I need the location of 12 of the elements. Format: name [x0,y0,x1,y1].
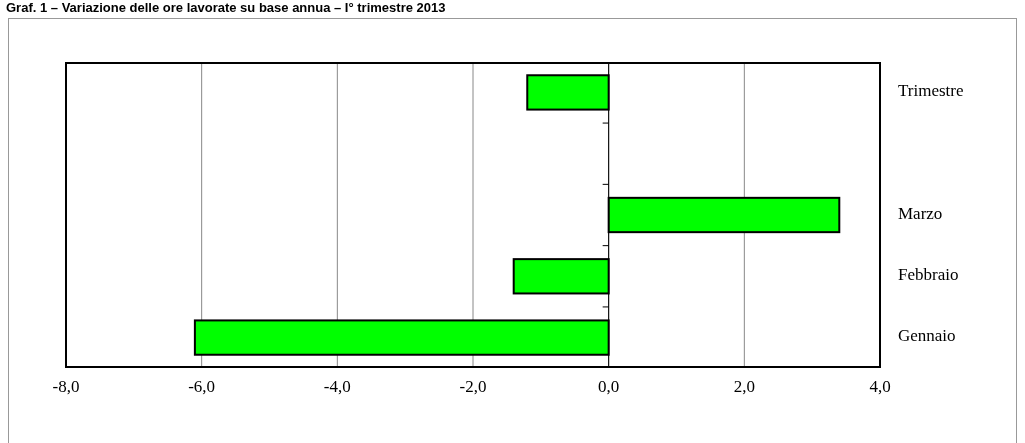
x-tick-label: -4,0 [323,377,351,396]
y-tick-label: Marzo [898,203,943,223]
x-tick-label: -6,0 [188,377,216,396]
x-tick-label: 4,0 [869,377,891,396]
y-tick-label: Febbraio [898,265,959,285]
x-tick-label: 0,0 [598,377,620,396]
y-tick-label: Trimestre [898,81,964,101]
x-tick-label: 2,0 [733,377,755,396]
x-tick-label: -8,0 [52,377,80,396]
x-tick-label: -2,0 [459,377,487,396]
y-tick-label: Gennaio [898,326,956,346]
chart-title: Graf. 1 – Variazione delle ore lavorate su base annua – I° trimestre 2013 [6,0,446,15]
